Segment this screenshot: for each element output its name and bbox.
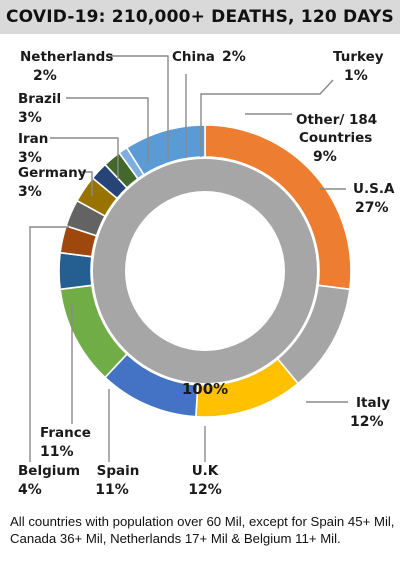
value-u-s-a: 27% bbox=[355, 200, 389, 216]
value-china: 2% bbox=[222, 49, 246, 65]
label-italy: Italy bbox=[356, 395, 390, 411]
label-turkey: Turkey bbox=[333, 49, 384, 65]
leader-line-belgium bbox=[29, 226, 69, 462]
value-france: 11% bbox=[40, 444, 74, 460]
label-france: France bbox=[40, 425, 91, 441]
label-other-184-countries: Other/ 184 Countries bbox=[296, 112, 377, 146]
value-other-184-countries: 9% bbox=[313, 149, 337, 165]
leader-line-germany bbox=[80, 171, 93, 196]
donut-hole bbox=[125, 191, 285, 351]
value-u-k: 12% bbox=[188, 482, 222, 498]
value-italy: 12% bbox=[350, 414, 384, 430]
footnote: All countries with population over 60 Mi… bbox=[10, 514, 395, 546]
value-iran: 3% bbox=[18, 150, 42, 166]
label-belgium: Belgium bbox=[18, 463, 80, 479]
slice-belgium bbox=[58, 251, 93, 291]
label-china: China bbox=[172, 49, 215, 65]
leader-line-netherlands bbox=[110, 55, 169, 159]
label-brazil: Brazil bbox=[18, 91, 61, 107]
label-germany: Germany bbox=[18, 165, 87, 181]
center-label: 100% bbox=[182, 380, 228, 398]
title-bar: COVID-19: 210,000+ DEATHS, 120 DAYS bbox=[0, 0, 400, 34]
label-iran: Iran bbox=[18, 131, 48, 147]
leader-line-iran bbox=[50, 137, 119, 179]
label-u-k: U.K bbox=[192, 463, 219, 479]
donut-chart: 100% U.S.A 27% Italy 12% U.K 12% Spain 11% France… bbox=[18, 49, 395, 498]
value-brazil: 3% bbox=[18, 110, 42, 126]
label-u-s-a: U.S.A bbox=[353, 181, 395, 197]
value-netherlands: 2% bbox=[33, 68, 57, 84]
value-turkey: 1% bbox=[344, 68, 368, 84]
label-netherlands: Netherlands bbox=[20, 49, 113, 65]
label-spain: Spain bbox=[97, 463, 140, 479]
value-belgium: 4% bbox=[18, 482, 42, 498]
leader-line-turkey bbox=[200, 79, 334, 157]
value-germany: 3% bbox=[18, 184, 42, 200]
leader-line-brazil bbox=[66, 97, 149, 164]
value-spain: 11% bbox=[95, 482, 129, 498]
chart-title: COVID-19: 210,000+ DEATHS, 120 DAYS bbox=[5, 7, 394, 27]
